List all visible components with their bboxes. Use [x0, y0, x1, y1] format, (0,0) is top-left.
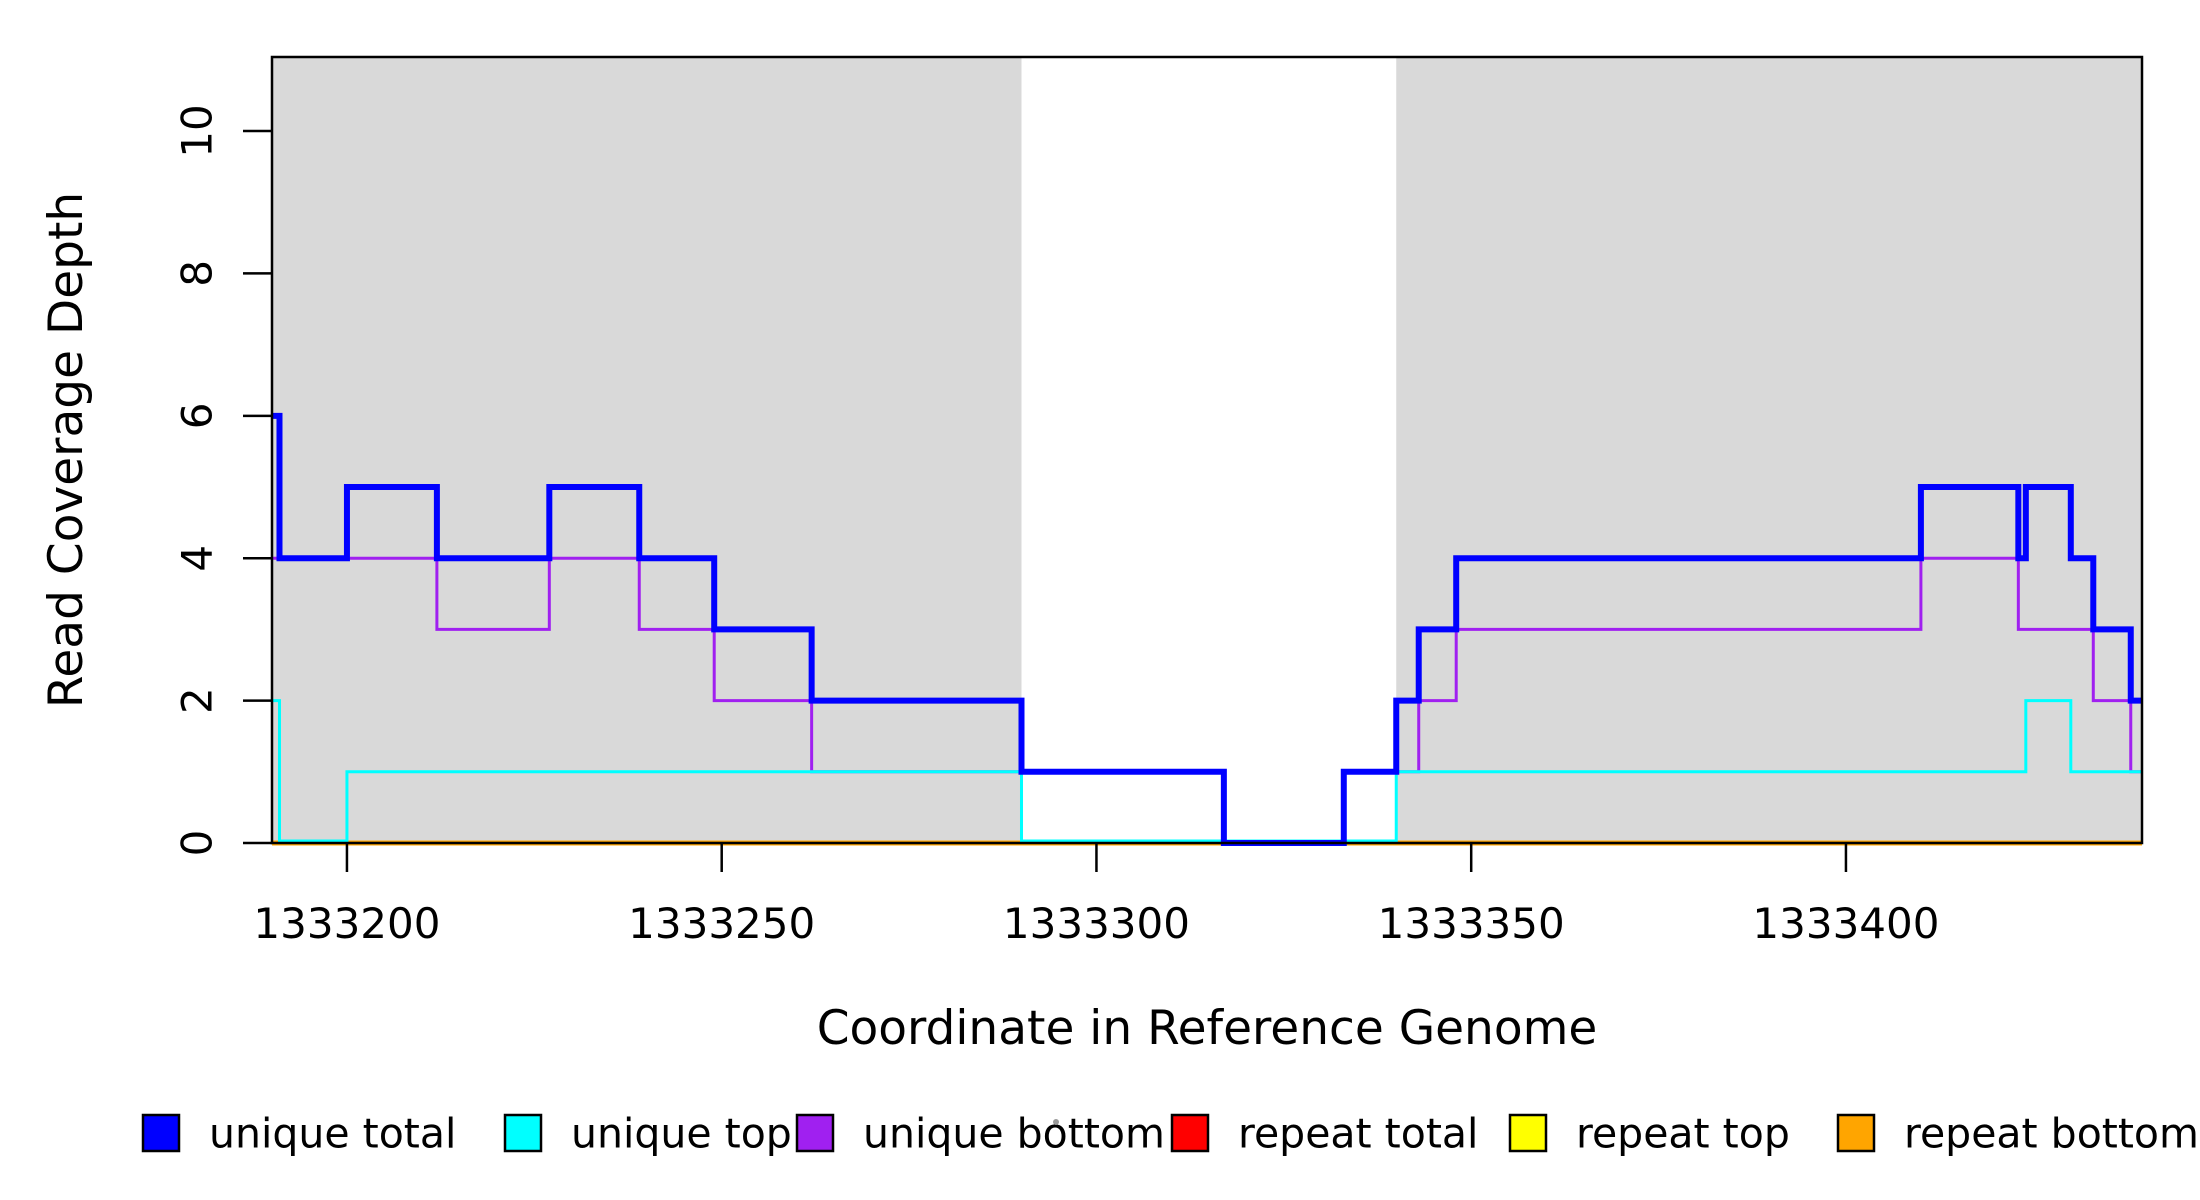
- x-tick-label: 1333350: [1378, 899, 1565, 948]
- unique-region-shading: [272, 58, 2142, 842]
- legend-label: unique total: [209, 1109, 456, 1157]
- series-line-unique-total: [272, 412, 2142, 846]
- legend-swatch-repeat-total: [1170, 1113, 1210, 1153]
- legend-item-repeat-bottom: repeat bottom: [1836, 1109, 2199, 1157]
- legend-swatch-unique-total: [141, 1113, 181, 1153]
- y-tick-label: 4: [173, 545, 222, 572]
- legend-swatch-repeat-bottom: [1836, 1113, 1876, 1153]
- legend-item-unique-top: unique top: [503, 1109, 792, 1157]
- legend-swatch-unique-bottom: [795, 1113, 835, 1153]
- legend-item-repeat-total: repeat total: [1170, 1109, 1478, 1157]
- y-tick-label: 8: [173, 260, 222, 287]
- unique-region-right: [1396, 58, 2142, 842]
- legend-label: unique top: [571, 1109, 792, 1157]
- legend-label: repeat total: [1238, 1109, 1478, 1157]
- legend-item-unique-total: unique total: [141, 1109, 456, 1157]
- legend-item-unique-bottom: unique bottom: [795, 1109, 1165, 1157]
- legend: unique total unique top unique bottom repea…: [141, 1109, 2199, 1157]
- legend-swatch-repeat-top: [1508, 1113, 1548, 1153]
- y-tick-label: 0: [173, 830, 222, 857]
- legend-label: repeat top: [1576, 1109, 1790, 1157]
- x-tick-label: 1333300: [1003, 899, 1190, 948]
- x-axis-ticks: 1333200 1333250 1333300 1333350 1333400: [253, 843, 1939, 948]
- y-axis-ticks: 0 2 4 6 8 10: [173, 104, 272, 856]
- legend-swatch-unique-top: [503, 1113, 543, 1153]
- x-tick-label: 1333400: [1752, 899, 1939, 948]
- y-tick-label: 10: [173, 104, 222, 157]
- y-tick-label: 2: [173, 687, 222, 714]
- legend-label: unique bottom: [863, 1109, 1165, 1157]
- legend-label: repeat bottom: [1904, 1109, 2199, 1157]
- y-axis-title: Read Coverage Depth: [39, 192, 94, 708]
- x-tick-label: 1333200: [253, 899, 440, 948]
- series-line-unique-top: [272, 699, 2142, 843]
- x-tick-label: 1333250: [628, 899, 815, 948]
- plot-border-box: [270, 55, 2144, 845]
- x-axis-title: Coordinate in Reference Genome: [817, 1001, 1598, 1056]
- stray-dot-artifact: [1053, 1119, 1059, 1125]
- y-tick-label: 6: [173, 402, 222, 429]
- unique-region-left: [272, 58, 1022, 842]
- legend-item-repeat-top: repeat top: [1508, 1109, 1790, 1157]
